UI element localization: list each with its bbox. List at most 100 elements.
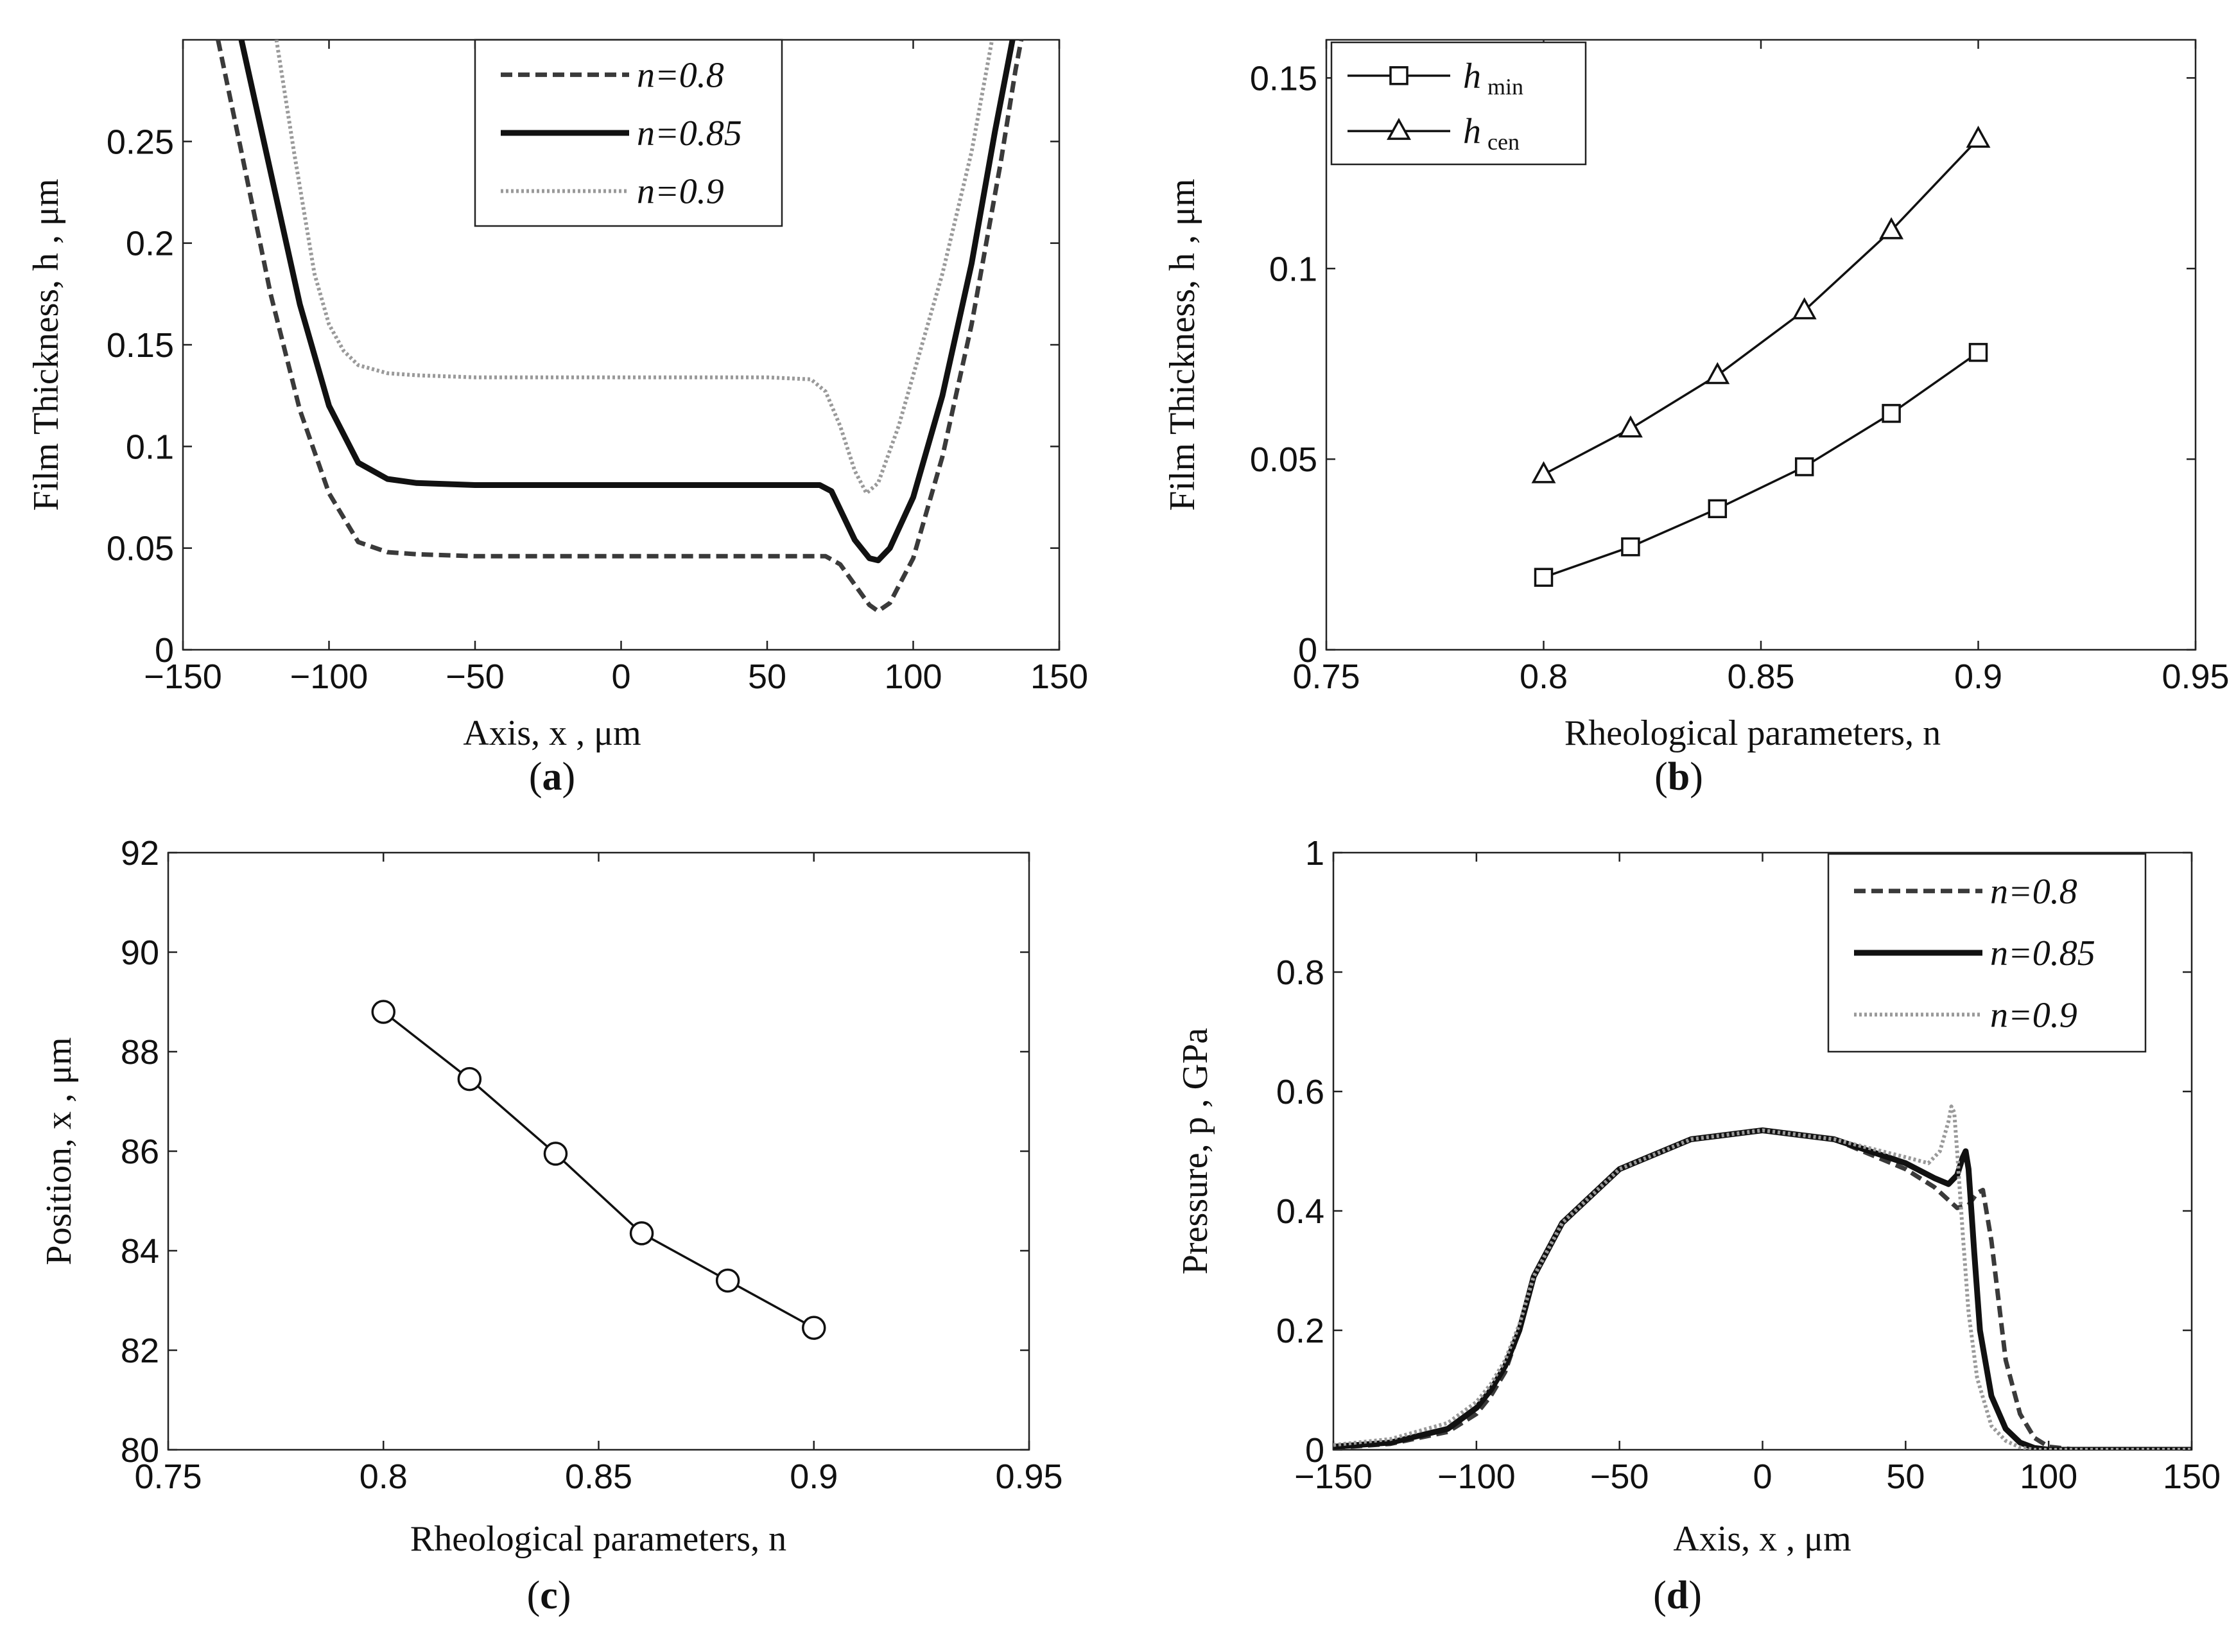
legend: n=0.8 n=0.85 n=0.9	[1827, 853, 2147, 1053]
x-tick-label: 0.9	[1954, 657, 2002, 696]
y-tick-label: 0.4	[1276, 1192, 1324, 1231]
x-tick-label: 150	[1030, 657, 1088, 696]
data-point-square	[1794, 457, 1814, 476]
legend-label-sub: min	[1487, 74, 1523, 100]
data-point-square	[1882, 404, 1901, 423]
panel-caption: (c)	[527, 1574, 571, 1617]
caption-open-paren: (	[527, 1574, 541, 1617]
y-tick-label: 0.1	[126, 428, 174, 466]
data-point-triangle	[1618, 415, 1643, 438]
x-tick-label: 100	[2020, 1457, 2077, 1496]
caption-open-paren: (	[529, 755, 542, 799]
x-tick-label: 50	[748, 657, 786, 696]
data-point-square	[1968, 343, 1988, 362]
caption-close-paren: )	[1690, 755, 1703, 799]
series-line-n-0-85	[238, 40, 1016, 564]
legend-label: n=0.8	[637, 55, 724, 95]
series-line-n-0-9	[1333, 1104, 2192, 1450]
plot-frame	[167, 851, 1030, 1451]
x-tick-label: 0.85	[565, 1457, 632, 1496]
x-tick-label: 0.75	[1292, 657, 1360, 696]
legend-label: h min	[1463, 57, 1523, 100]
data-point-circle	[629, 1221, 654, 1246]
legend-label-sub: cen	[1487, 129, 1520, 155]
x-tick-label: −100	[1437, 1457, 1516, 1496]
data-point-triangle	[1531, 461, 1556, 483]
x-tick-label: 0.85	[1727, 657, 1794, 696]
x-tick-label: 50	[1886, 1457, 1925, 1496]
x-tick-label: 0.75	[134, 1457, 202, 1496]
data-layer	[216, 40, 1024, 614]
y-axis-label: Pressure, p , GPa	[1175, 1028, 1215, 1274]
caption-letter: a	[542, 755, 562, 799]
panel-caption: (d)	[1653, 1574, 1702, 1617]
y-tick-label: 0.05	[107, 530, 174, 568]
caption-letter: b	[1668, 755, 1690, 799]
legend-label-main: h	[1463, 57, 1481, 96]
x-tick-label: 0	[611, 657, 630, 696]
chart-b: 0.75 0.8 0.85 0.9 0.95 0 0.05 0.1 0.15 Rheologica…	[1163, 39, 2230, 799]
caption-close-paren: )	[1688, 1574, 1702, 1617]
series-line-n-0-85	[1333, 1127, 2192, 1450]
legend: n=0.8 n=0.85 n=0.9	[474, 39, 783, 227]
data-point-triangle	[1792, 297, 1817, 320]
x-axis-label: Axis, x , μm	[1673, 1519, 1851, 1559]
data-point-square	[1534, 568, 1554, 587]
legend-label: n=0.9	[1990, 995, 2077, 1035]
legend-marker-triangle	[1387, 117, 1411, 140]
x-tick-label: 0.95	[2162, 657, 2229, 696]
x-tick-label: 0.9	[790, 1457, 838, 1496]
data-point-triangle	[1879, 217, 1904, 239]
y-tick-label: 92	[121, 834, 159, 873]
legend-label: n=0.9	[637, 172, 724, 212]
data-layer	[1543, 138, 1979, 578]
caption-letter: d	[1667, 1574, 1688, 1617]
series-line-position	[383, 1011, 815, 1329]
chart-d: −150 −100 −50 0 50 100 150 0 0.2 0.4 0.6 0.8 1 Axis, …	[1175, 834, 2221, 1617]
panel-caption: (a)	[529, 755, 575, 799]
x-tick-label: 0.8	[360, 1457, 408, 1496]
caption-close-paren: )	[558, 1574, 571, 1617]
y-tick-label: 90	[121, 934, 159, 972]
y-tick-label: 86	[121, 1133, 159, 1171]
x-tick-label: −50	[446, 657, 505, 696]
y-tick-label: 80	[121, 1431, 159, 1470]
caption-letter: c	[540, 1574, 558, 1617]
x-axis-label: Axis, x , μm	[463, 713, 641, 753]
series-line-min	[1543, 351, 1979, 578]
chart-c: 0.75 0.8 0.85 0.9 0.95 80 82 84 86 88 90 92 Rheologi…	[39, 834, 1063, 1617]
y-tick-label: 84	[121, 1232, 159, 1271]
y-tick-label: 0.8	[1276, 953, 1324, 992]
y-tick-label: 0.2	[126, 225, 174, 263]
caption-open-paren: (	[1654, 755, 1668, 799]
y-tick-label: 0.05	[1250, 440, 1317, 479]
y-tick-label: 0	[155, 631, 174, 670]
y-tick-label: 88	[121, 1033, 159, 1072]
legend-label: n=0.85	[1990, 934, 2095, 973]
legend-marker-square	[1389, 66, 1408, 85]
x-tick-label: −150	[1294, 1457, 1373, 1496]
x-tick-label: −150	[144, 657, 222, 696]
data-point-triangle	[1966, 125, 1991, 148]
y-tick-label: 0.25	[107, 123, 174, 161]
data-layer	[383, 1011, 815, 1329]
x-axis-label: Rheological parameters, n	[1564, 713, 1941, 753]
data-point-circle	[543, 1142, 568, 1166]
x-tick-label: 150	[2163, 1457, 2221, 1496]
y-tick-label: 0	[1305, 1431, 1324, 1470]
data-point-square	[1621, 537, 1640, 557]
x-tick-label: 0.95	[995, 1457, 1062, 1496]
series-line-n-0-9	[274, 40, 994, 496]
x-axis-label: Rheological parameters, n	[410, 1519, 786, 1559]
y-axis-label: Position, x , μm	[39, 1037, 79, 1265]
y-tick-label: 1	[1305, 834, 1324, 873]
y-tick-label: 0.2	[1276, 1312, 1324, 1350]
data-layer	[1333, 1104, 2192, 1450]
chart-a: −150 −100 −50 0 50 100 150 0 0.05 0.1 0.15 0.2 0.25 A…	[26, 39, 1088, 799]
y-axis-label: Film Thickness, h , μm	[26, 178, 66, 510]
data-point-circle	[802, 1316, 826, 1340]
y-tick-label: 0.15	[1250, 59, 1317, 98]
data-point-circle	[457, 1066, 482, 1091]
